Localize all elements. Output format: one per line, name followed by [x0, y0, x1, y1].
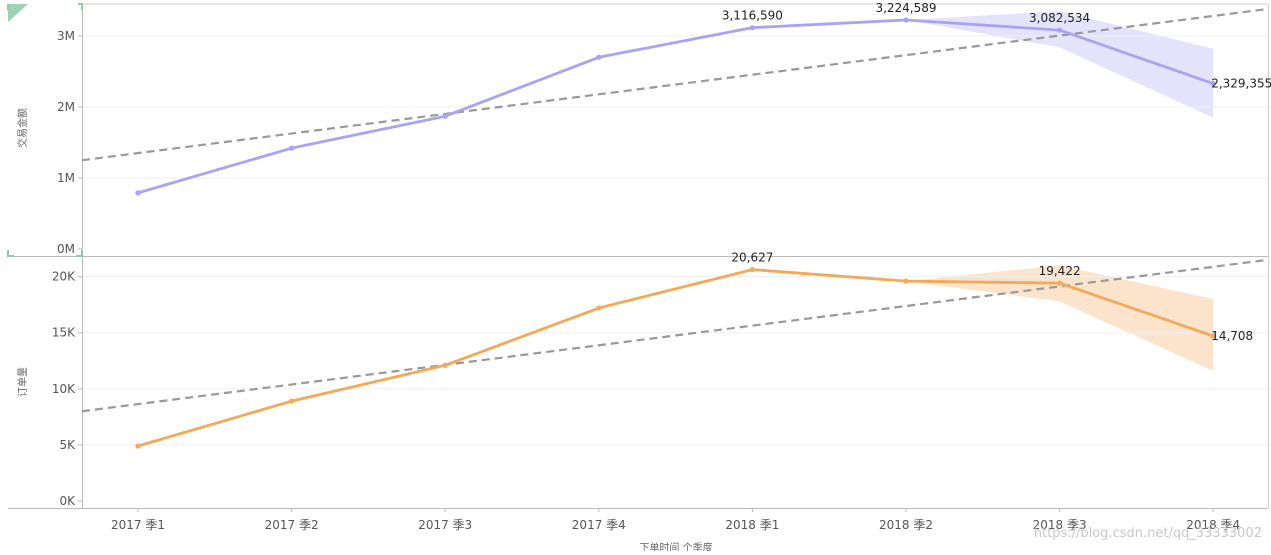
y-tick-label-top-1: 1M: [57, 171, 75, 185]
series-layer: [135, 17, 1216, 449]
data-point-top-1: [289, 145, 295, 151]
axes-layer: 0M 1M 2M 3M 0K 5K 10K 15K 20K 2017 季1 2017 季2 2017 …: [8, 3, 1269, 532]
data-point-top-3: [596, 54, 602, 60]
data-label-top-6: 3,082,534: [1029, 11, 1090, 25]
data-point-bottom-0: [135, 443, 141, 449]
data-point-top-6: [1057, 27, 1063, 33]
data-label-bottom-4: 20,627: [731, 251, 773, 265]
y-tick-label-bottom-3: 15K: [52, 326, 76, 340]
data-point-bottom-5: [903, 278, 909, 284]
data-label-top-7: 2,329,355: [1211, 77, 1271, 91]
y-tick-label-top-3: 3M: [57, 29, 75, 43]
label-layer: 3,116,590 3,224,589 3,082,534 2,329,355 20,6…: [722, 1, 1271, 343]
data-point-bottom-7: [1210, 333, 1216, 339]
trend-line-top: [81, 7, 1269, 162]
x-tick-label-2: 2017 季3: [418, 518, 472, 532]
data-label-bottom-7: 14,708: [1211, 329, 1253, 343]
corner-hatch: [8, 4, 28, 22]
data-point-top-7: [1210, 80, 1216, 87]
x-tick-label-6: 2018 季3: [1033, 518, 1087, 532]
y-axis-title-top: 交易金额: [16, 108, 29, 148]
data-point-bottom-1: [289, 398, 295, 404]
x-tick-label-1: 2017 季2: [265, 518, 319, 532]
series-line-bottom: [137, 268, 1214, 448]
x-tick-label-7: 2018 季4: [1186, 518, 1240, 532]
y-tick-label-bottom-4: 20K: [52, 270, 76, 284]
y-tick-label-bottom-2: 10K: [52, 382, 76, 396]
y-tick-label-top-0: 0M: [57, 242, 75, 256]
corner-marker: [7, 3, 83, 257]
data-point-top-0: [135, 190, 141, 196]
y-tick-label-bottom-0: 0K: [59, 494, 76, 508]
x-tick-label-0: 2017 季1: [111, 518, 165, 532]
data-point-bottom-6: [1057, 280, 1063, 286]
y-tick-label-bottom-1: 5K: [59, 438, 76, 452]
y-tick-label-top-2: 2M: [57, 100, 75, 114]
series-line-top: [137, 18, 1214, 195]
data-point-top-5: [903, 17, 909, 23]
data-point-bottom-3: [596, 305, 602, 311]
x-axis-title: 下单时间 个季度: [639, 541, 712, 551]
trend-layer: [81, 7, 1269, 413]
y-axis-title-bottom: 订单量: [17, 367, 29, 397]
trend-line-bottom: [81, 258, 1269, 413]
forecast-band-layer: [906, 11, 1214, 371]
data-point-bottom-2: [442, 362, 448, 368]
x-tick-label-5: 2018 季2: [879, 518, 933, 532]
x-tick-label-4: 2018 季1: [725, 518, 779, 532]
corner-bracket: [7, 3, 83, 257]
grid-layer: [82, 35, 1268, 446]
forecast-band-top: [906, 11, 1214, 118]
data-point-top-2: [442, 113, 448, 119]
data-label-top-5: 3,224,589: [875, 1, 936, 15]
x-tick-label-3: 2017 季4: [572, 518, 626, 532]
data-label-top-4: 3,116,590: [722, 9, 783, 23]
data-point-top-4: [749, 25, 756, 31]
watermark-text: https://blog.csdn.net/qq_33333002: [1034, 526, 1262, 541]
forecast-band-bottom: [906, 265, 1214, 371]
data-label-bottom-6: 19,422: [1039, 264, 1081, 278]
data-point-bottom-4: [749, 266, 756, 273]
